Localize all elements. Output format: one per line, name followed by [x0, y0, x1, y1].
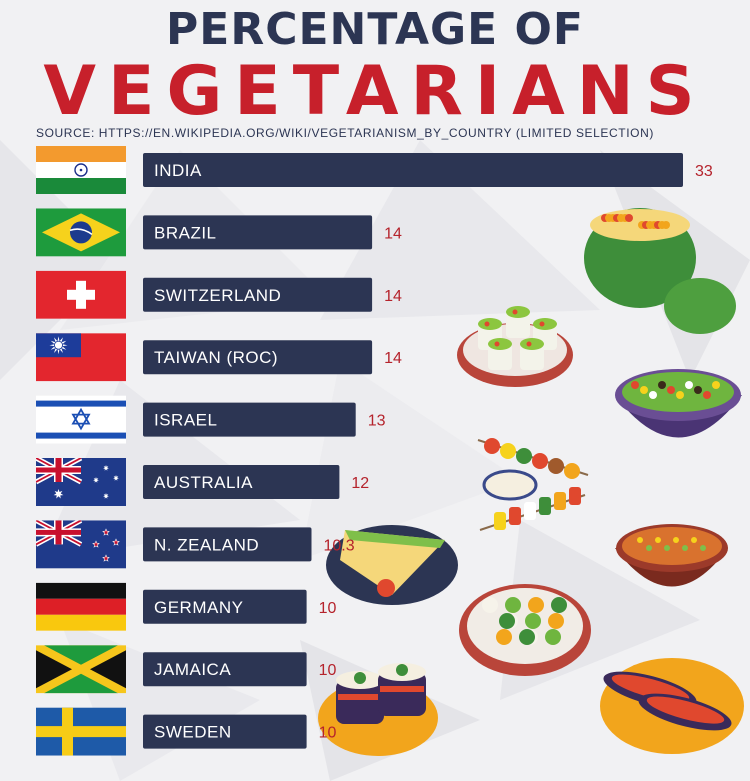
- bar: [143, 215, 373, 250]
- category-label: SWEDEN: [154, 723, 232, 742]
- bar: [143, 527, 312, 562]
- bar-row: ISRAEL 13: [36, 395, 386, 444]
- value-label: 14: [384, 225, 402, 242]
- bar: [143, 714, 307, 749]
- bar: [143, 589, 307, 624]
- bar-row: N. ZEALAND 10.3: [36, 520, 355, 569]
- category-label: TAIWAN (ROC): [154, 348, 278, 367]
- value-label: 12: [351, 475, 369, 492]
- soup-bowl-icon: [615, 524, 728, 587]
- bar-row: BRAZIL 14: [36, 208, 402, 257]
- category-label: N. ZEALAND: [154, 535, 259, 554]
- taiwan-flag-icon: [36, 333, 126, 382]
- pumpkin-bowl-icon: [584, 208, 736, 334]
- bar-row: AUSTRALIA 12: [36, 458, 369, 506]
- eggplant-rolls-icon: [318, 663, 438, 756]
- vegetable-plate-icon: [459, 584, 591, 676]
- title-line-2: VEGETARIANS: [43, 52, 707, 131]
- value-label: 14: [384, 288, 402, 305]
- value-label: 14: [384, 350, 402, 367]
- kebab-skewers-icon: [477, 438, 589, 531]
- value-label: 13: [368, 413, 386, 430]
- australia-flag-icon: [36, 458, 126, 506]
- india-flag-icon: [36, 146, 126, 194]
- new-zealand-flag-icon: [36, 520, 126, 569]
- category-label: BRAZIL: [154, 223, 217, 242]
- jamaica-flag-icon: [36, 645, 126, 694]
- value-label: 10: [319, 662, 337, 679]
- category-label: GERMANY: [154, 598, 243, 617]
- switzerland-flag-icon: [36, 270, 126, 319]
- salad-bowl-icon: [615, 369, 742, 438]
- bar: [143, 402, 356, 437]
- category-label: AUSTRALIA: [154, 473, 253, 492]
- bar: [143, 652, 307, 687]
- quiche-slice-icon: [326, 525, 458, 605]
- bar: [143, 340, 373, 375]
- food-illustrations: [318, 208, 744, 756]
- israel-flag-icon: [36, 395, 126, 444]
- category-label: SWITZERLAND: [154, 286, 281, 305]
- value-label: 10.3: [324, 537, 355, 554]
- value-label: 10: [319, 600, 337, 617]
- bar: [143, 153, 683, 187]
- vegetable-rolls-icon: [457, 306, 573, 387]
- bar-row: INDIA 33: [36, 146, 713, 194]
- category-label: ISRAEL: [154, 411, 217, 430]
- value-label: 33: [695, 163, 713, 180]
- value-label: 10: [319, 725, 337, 742]
- bar-row: SWITZERLAND 14: [36, 270, 402, 319]
- brazil-flag-icon: [36, 208, 126, 257]
- source-caption: SOURCE: HTTPS://EN.WIKIPEDIA.ORG/WIKI/VE…: [36, 126, 654, 140]
- sweden-flag-icon: [36, 707, 126, 756]
- bar: [143, 277, 373, 312]
- category-label: JAMAICA: [154, 660, 231, 679]
- title-line-1: PERCENTAGE OF: [166, 4, 584, 55]
- bar-row: TAIWAN (ROC) 14: [36, 333, 402, 382]
- bar-row: SWEDEN 10: [36, 707, 337, 756]
- bar: [143, 465, 340, 499]
- category-label: INDIA: [154, 161, 202, 180]
- bar-row: GERMANY 10: [36, 582, 337, 631]
- bar-row: JAMAICA 10: [36, 645, 337, 694]
- stuffed-eggplant-icon: [600, 658, 744, 754]
- germany-flag-icon: [36, 582, 126, 631]
